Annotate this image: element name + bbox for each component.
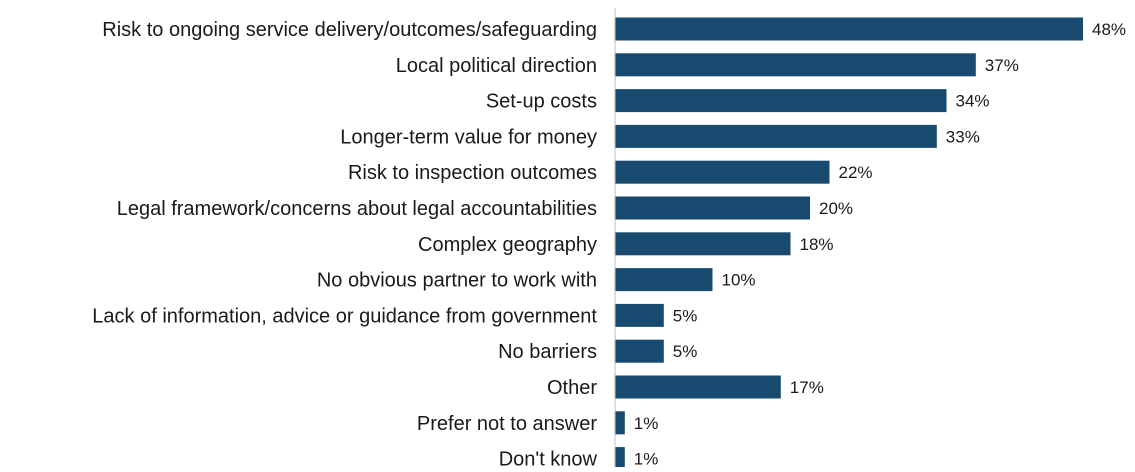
value-labels-layer: 48% 37% 34% 33% 22% 20% 18% 10% 5% 5% 17% 1% 1% <box>634 20 1126 469</box>
category-label: Risk to ongoing service delivery/outcome… <box>102 19 597 41</box>
bar <box>615 124 937 148</box>
category-label: Local political direction <box>396 55 597 77</box>
bar <box>615 339 664 363</box>
bar <box>615 268 713 292</box>
bar <box>615 53 976 77</box>
bar <box>615 17 1083 41</box>
value-label: 10% <box>722 271 756 290</box>
category-label: Don't know <box>499 449 598 467</box>
category-labels-layer: Risk to ongoing service delivery/outcome… <box>92 19 598 471</box>
category-label: Complex geography <box>418 234 597 256</box>
category-label: Prefer not to answer <box>417 413 597 435</box>
bar <box>615 447 625 471</box>
bar <box>615 89 947 113</box>
value-label: 20% <box>819 199 853 218</box>
category-label: Lack of information, advice or guidance … <box>92 305 597 327</box>
value-label: 5% <box>673 306 698 325</box>
bar <box>615 160 830 184</box>
bar <box>615 411 625 435</box>
category-label: No barriers <box>498 341 597 363</box>
category-label: Legal framework/concerns about legal acc… <box>117 198 597 220</box>
bar <box>615 232 791 256</box>
value-label: 18% <box>800 235 834 254</box>
bar <box>615 196 810 220</box>
category-label: Risk to inspection outcomes <box>348 162 597 184</box>
category-label: No obvious partner to work with <box>317 270 597 292</box>
value-label: 37% <box>985 56 1019 75</box>
value-label: 48% <box>1092 20 1126 39</box>
value-label: 34% <box>956 92 990 111</box>
value-label: 5% <box>673 342 698 361</box>
bars-layer <box>615 17 1083 471</box>
value-label: 22% <box>839 163 873 182</box>
value-label: 17% <box>790 378 824 397</box>
bar <box>615 375 781 399</box>
bar <box>615 303 664 327</box>
value-label: 1% <box>634 450 659 467</box>
category-label: Longer-term value for money <box>340 126 597 148</box>
category-label: Other <box>547 377 597 399</box>
category-label: Set-up costs <box>486 91 597 113</box>
value-label: 1% <box>634 414 659 433</box>
value-label: 33% <box>946 127 980 146</box>
